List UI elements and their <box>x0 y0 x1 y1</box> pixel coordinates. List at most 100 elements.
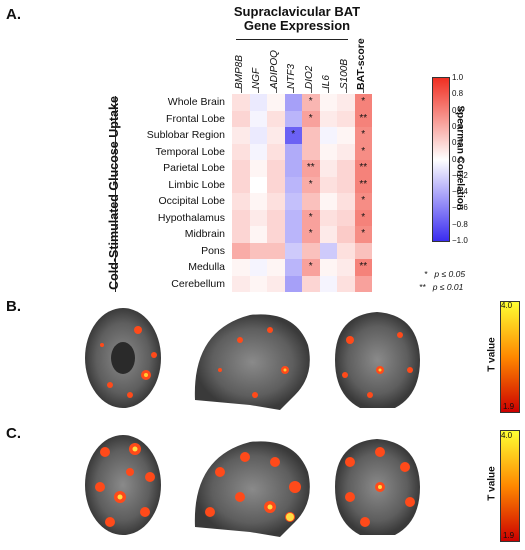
heatmap-cell <box>319 176 337 193</box>
heatmap-cell <box>249 94 267 111</box>
panel-label-c: C. <box>6 425 21 442</box>
heatmap-cell <box>249 242 267 259</box>
column-label: IL6 <box>321 75 333 89</box>
legend-text: p ≤ 0.01 <box>432 282 464 292</box>
heatmap-cell <box>267 242 285 259</box>
colorbar-tick-label: −1.0 <box>452 236 468 245</box>
column-label: BMP8B <box>233 55 245 89</box>
colorbar-title-wrap: Spearman Correlation <box>410 106 510 210</box>
colorbar-tick-label: 1.0 <box>452 73 464 82</box>
tvalue-c-min: 1.9 <box>503 531 515 540</box>
heatmap-cell <box>249 226 267 243</box>
heatmap-cell <box>302 259 320 276</box>
significance-marker: ** <box>306 162 315 173</box>
heatmap-cell <box>319 110 337 127</box>
heatmap-cell <box>249 110 267 127</box>
heatmap-cell <box>354 127 372 144</box>
heatmap-cell <box>232 176 250 193</box>
heatmap-cell <box>337 275 355 292</box>
legend-symbol: ** <box>419 282 426 292</box>
heatmap-cell <box>267 94 285 111</box>
heatmap-cell <box>284 94 302 111</box>
heatmap-cell <box>284 259 302 276</box>
row-label: Frontal Lobe <box>166 112 225 125</box>
tvalue-c-max: 4.0 <box>501 431 513 440</box>
sagittal-brain-c <box>194 441 310 537</box>
y-axis-bracket <box>115 96 116 292</box>
column-label: BAT-score <box>355 38 368 90</box>
heatmap-cell <box>249 209 267 226</box>
heatmap-cell <box>319 275 337 292</box>
tvalue-c-title-wrap: T value <box>462 466 522 500</box>
heatmap-cell <box>319 259 337 276</box>
column-label: NGF <box>251 67 263 89</box>
heatmap-cell <box>267 127 285 144</box>
heatmap-cell <box>319 209 337 226</box>
row-label: Hypothalamus <box>157 211 225 224</box>
heatmap-cell <box>302 275 320 292</box>
heatmap-cell <box>267 193 285 210</box>
row-label: Parietal Lobe <box>163 162 225 174</box>
tvalue-b-title-wrap: T value <box>462 337 522 371</box>
significance-marker: * <box>308 211 313 223</box>
colorbar-tick-label: 0.0 <box>452 154 464 164</box>
coronal-brain-b <box>335 312 420 408</box>
row-label: Pons <box>201 244 225 257</box>
colorbar-tick-label: 0.4 <box>452 121 464 131</box>
heatmap-cell <box>337 94 355 111</box>
heatmap-cell <box>249 143 267 160</box>
heatmap-cell <box>319 127 337 144</box>
legend-item-2: ** p ≤ 0.01 <box>419 282 463 292</box>
significance-marker: * <box>361 129 366 140</box>
heatmap-cell <box>267 110 285 127</box>
heatmap-cell <box>232 275 250 292</box>
column-tick <box>345 87 347 93</box>
heatmap-cell <box>249 275 267 292</box>
colorbar-tick-label: −0.8 <box>452 219 468 229</box>
significance-marker: * <box>361 228 366 239</box>
heatmap-cell <box>267 275 285 292</box>
significance-marker: ** <box>359 162 368 173</box>
significance-marker: * <box>291 129 296 140</box>
heatmap-cell <box>284 160 302 177</box>
heatmap-cell <box>354 176 372 193</box>
heatmap-cell <box>354 259 372 276</box>
significance-marker: * <box>308 96 313 107</box>
heatmap-cell <box>249 259 267 276</box>
heatmap-cell <box>284 226 302 243</box>
y-axis-title-wrap: Cold-Stimulated Glucose Uptake <box>14 96 214 290</box>
heatmap-cell <box>354 209 372 226</box>
colorbar <box>432 77 450 242</box>
heatmap-cell <box>337 160 355 177</box>
colorbar-tick-label: 0.2 <box>452 138 464 148</box>
tvalue-c-title: T value <box>486 466 498 501</box>
row-label: Limbic Lobe <box>168 178 225 191</box>
tvalue-b-max: 4.0 <box>501 301 513 310</box>
significance-marker: * <box>308 112 313 124</box>
heatmap-cell <box>354 242 372 259</box>
heatmap: * * * ** * * * ** ** * ** * * * * * * ** <box>232 94 372 292</box>
significance-marker: ** <box>359 178 368 190</box>
heatmap-cell <box>319 242 337 259</box>
row-label: Cerebellum <box>171 277 225 290</box>
row-label: Medulla <box>188 261 225 273</box>
heatmap-cell <box>354 160 372 177</box>
header-underline <box>236 39 348 40</box>
heatmap-cell <box>302 226 320 243</box>
heatmap-cell <box>284 176 302 193</box>
heatmap-cell <box>232 242 250 259</box>
colorbar-tick-label: −0.6 <box>452 203 468 213</box>
significance-marker: * <box>308 261 313 272</box>
heatmap-cell <box>267 209 285 226</box>
heatmap-cell <box>302 209 320 226</box>
heatmap-cell <box>354 110 372 127</box>
heatmap-cell <box>302 110 320 127</box>
panel-label-a: A. <box>6 6 21 23</box>
heatmap-cell <box>232 110 250 127</box>
brain-images-b <box>85 308 420 410</box>
significance-marker: ** <box>359 112 368 124</box>
heatmap-cell <box>284 275 302 292</box>
heatmap-cell <box>249 176 267 193</box>
heatmap-cell <box>284 143 302 160</box>
significance-marker: * <box>361 195 366 206</box>
